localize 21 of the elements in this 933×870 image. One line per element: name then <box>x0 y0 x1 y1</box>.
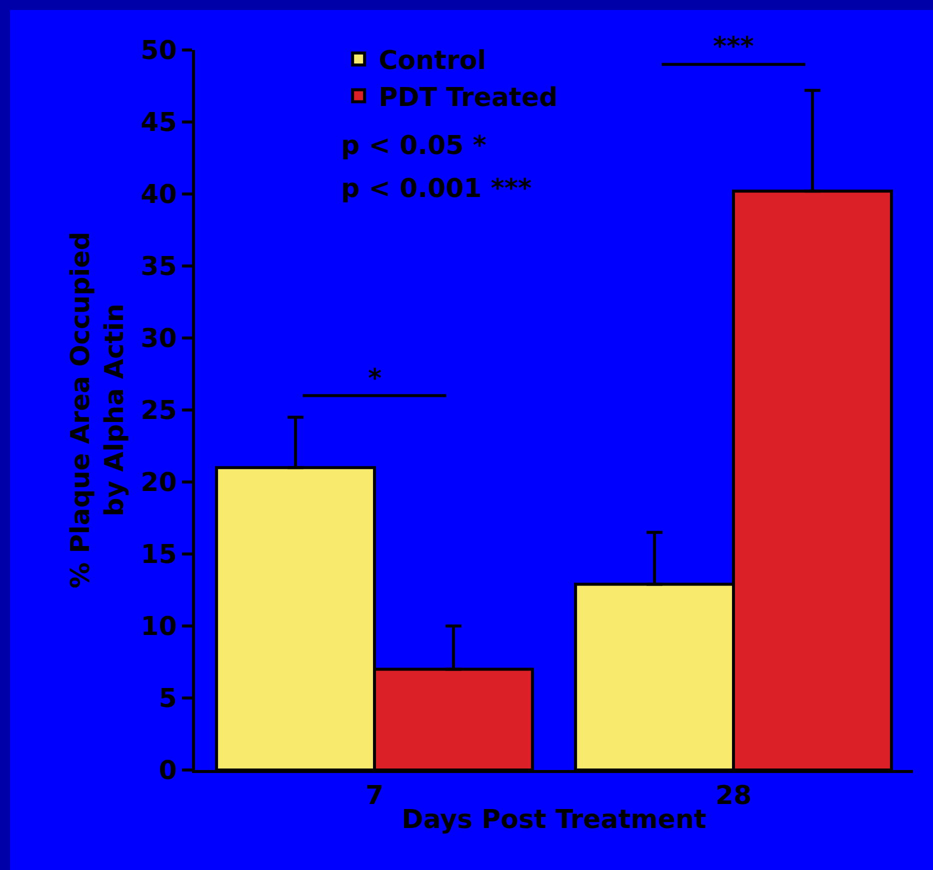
annotation: p < 0.05 * <box>341 131 487 161</box>
legend-label: PDT Treated <box>378 82 558 113</box>
annotation: *** <box>713 32 754 62</box>
y-tick-label: 30 <box>140 324 177 354</box>
y-tick-label: 25 <box>140 396 177 426</box>
y-tick-label: 40 <box>140 180 177 210</box>
legend-label: Control <box>378 46 486 76</box>
y-tick-label: 35 <box>140 252 177 282</box>
x-tick-label: 7 <box>365 781 384 812</box>
y-tick-label: 10 <box>140 612 177 642</box>
annotation: * <box>368 364 382 394</box>
y-tick-label: 5 <box>158 684 177 714</box>
annotation: p < 0.001 *** <box>341 174 532 204</box>
y-tick-label: 0 <box>158 756 177 786</box>
y-tick-label: 15 <box>140 540 177 570</box>
x-axis-title: Days Post Treatment <box>402 804 706 835</box>
y-axis-title: % Plaque Area Occupied by Alpha Actin <box>66 232 130 588</box>
y-tick-label: 20 <box>140 468 177 498</box>
x-tick-label: 28 <box>715 781 752 812</box>
y-tick-label: 45 <box>140 108 177 138</box>
y-tick-label: 50 <box>140 36 177 66</box>
